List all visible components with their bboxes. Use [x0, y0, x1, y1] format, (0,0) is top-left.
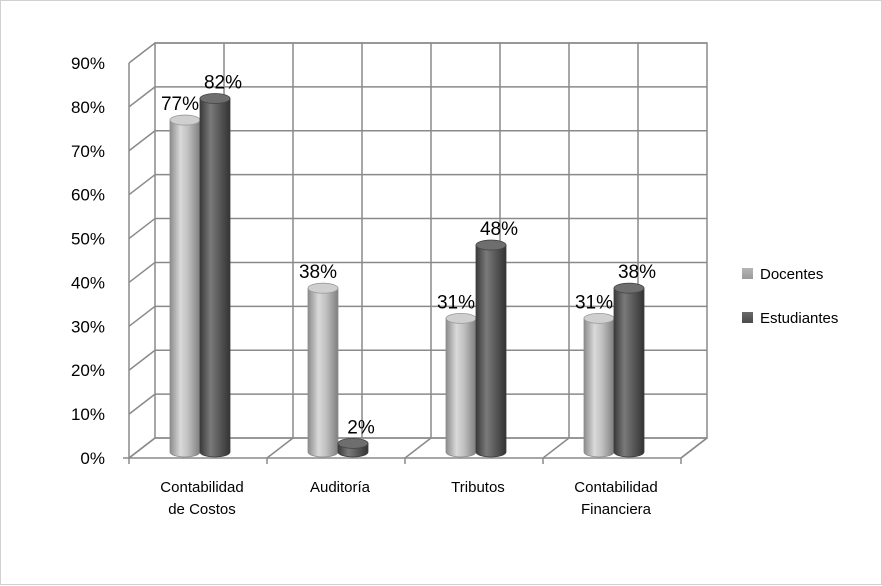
bar-top	[337, 437, 369, 449]
side-wall-gridline	[128, 349, 156, 371]
y-tick-label: 70%	[71, 142, 105, 161]
legend: Docentes Estudiantes	[742, 266, 838, 327]
labels-layer: 0% 10% 20% 30% 40% 50% 60% 70% 80% 90% 77%82% Conta…	[71, 54, 658, 518]
legend-swatch	[742, 312, 753, 323]
side-wall-gridline	[128, 42, 156, 64]
y-tick-label: 50%	[71, 230, 105, 249]
data-label: 82%	[204, 72, 242, 93]
data-label: 38%	[618, 262, 656, 283]
bar-body	[445, 317, 477, 458]
bar-body	[199, 98, 231, 458]
data-label: 48%	[480, 219, 518, 240]
legend-item-docentes: Docentes	[742, 266, 823, 283]
x-tick-label: Contabilidad de Costos	[160, 479, 243, 518]
bar-estudiantes-4	[613, 282, 645, 458]
y-tick-label: 20%	[71, 361, 105, 380]
side-wall-gridline	[128, 217, 156, 240]
legend-label: Estudiantes	[760, 310, 838, 327]
side-wall-gridline	[128, 305, 156, 327]
side-wall-gridline	[128, 86, 156, 108]
data-label: 77%	[161, 94, 199, 115]
legend-item-estudiantes: Estudiantes	[742, 310, 838, 327]
side-wall-gridline	[128, 261, 156, 284]
bar-estudiantes-3	[475, 239, 507, 458]
bar-top	[307, 282, 339, 294]
bar-top	[613, 282, 645, 294]
bar-docentes-4	[583, 312, 615, 458]
bar-body	[169, 119, 201, 458]
y-tick-label: 90%	[71, 54, 105, 73]
bar-docentes-1	[169, 114, 201, 458]
y-tick-label: 80%	[71, 98, 105, 117]
bar-top	[475, 239, 507, 251]
bar-body	[475, 244, 507, 458]
side-wall-gridline	[128, 393, 156, 415]
bar-docentes-2	[307, 282, 339, 458]
bars-layer	[169, 93, 645, 458]
x-tick-label: Contabilidad Financiera	[574, 479, 657, 518]
bar-body	[307, 287, 339, 458]
bar-body	[583, 317, 615, 458]
data-label: 2%	[347, 417, 375, 438]
legend-swatch	[742, 268, 753, 279]
bar-top	[583, 312, 615, 324]
x-tick-label: Tributos	[451, 479, 505, 496]
bar-top	[169, 114, 201, 126]
y-tick-label: 0%	[80, 449, 105, 468]
floor-diagonal	[404, 437, 432, 459]
legend-label: Docentes	[760, 266, 823, 283]
bar-top	[199, 93, 231, 104]
y-tick-label: 40%	[71, 273, 105, 292]
x-tick-label: Auditoría	[310, 479, 371, 496]
bar-body	[613, 287, 645, 458]
data-label: 31%	[575, 292, 613, 313]
side-wall-gridline	[128, 130, 156, 152]
bar-top	[445, 312, 477, 324]
data-label: 38%	[299, 262, 337, 283]
floor-diagonal	[680, 437, 708, 459]
bar-estudiantes-1	[199, 93, 231, 458]
y-tick-label: 30%	[71, 317, 105, 336]
floor-diagonal	[542, 437, 570, 459]
side-wall-gridline	[128, 174, 156, 196]
floor-diagonal	[266, 437, 294, 459]
floor-diagonal	[128, 437, 156, 459]
data-label: 31%	[437, 292, 475, 313]
bar-docentes-3	[445, 312, 477, 458]
y-tick-label: 10%	[71, 405, 105, 424]
y-tick-label: 60%	[71, 186, 105, 205]
bar-estudiantes-2	[337, 437, 369, 458]
